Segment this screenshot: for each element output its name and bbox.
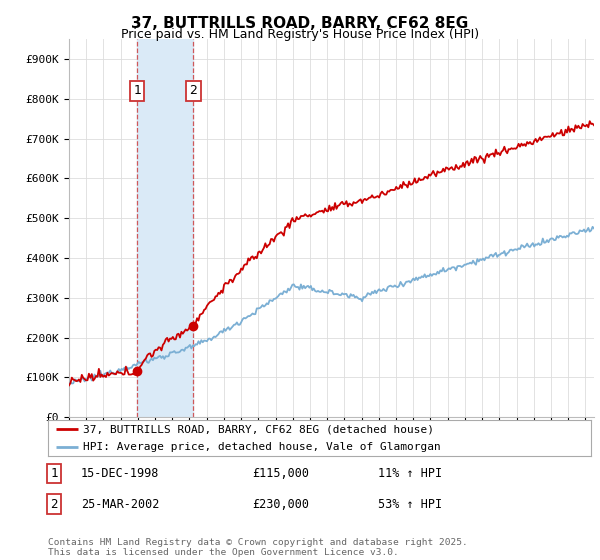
Text: 1: 1 bbox=[50, 466, 58, 480]
Text: 25-MAR-2002: 25-MAR-2002 bbox=[81, 497, 160, 511]
Text: 2: 2 bbox=[50, 497, 58, 511]
Bar bbox=[137, 39, 193, 417]
Text: Price paid vs. HM Land Registry's House Price Index (HPI): Price paid vs. HM Land Registry's House … bbox=[121, 28, 479, 41]
Text: 15-DEC-1998: 15-DEC-1998 bbox=[81, 466, 160, 480]
Text: 37, BUTTRILLS ROAD, BARRY, CF62 8EG (detached house): 37, BUTTRILLS ROAD, BARRY, CF62 8EG (det… bbox=[83, 424, 434, 434]
Text: Contains HM Land Registry data © Crown copyright and database right 2025.
This d: Contains HM Land Registry data © Crown c… bbox=[48, 538, 468, 557]
Text: 53% ↑ HPI: 53% ↑ HPI bbox=[378, 497, 442, 511]
Text: HPI: Average price, detached house, Vale of Glamorgan: HPI: Average price, detached house, Vale… bbox=[83, 442, 441, 452]
Text: 2: 2 bbox=[190, 85, 197, 97]
Text: 1: 1 bbox=[133, 85, 141, 97]
Text: £230,000: £230,000 bbox=[252, 497, 309, 511]
Text: £115,000: £115,000 bbox=[252, 466, 309, 480]
Text: 11% ↑ HPI: 11% ↑ HPI bbox=[378, 466, 442, 480]
Text: 37, BUTTRILLS ROAD, BARRY, CF62 8EG: 37, BUTTRILLS ROAD, BARRY, CF62 8EG bbox=[131, 16, 469, 31]
